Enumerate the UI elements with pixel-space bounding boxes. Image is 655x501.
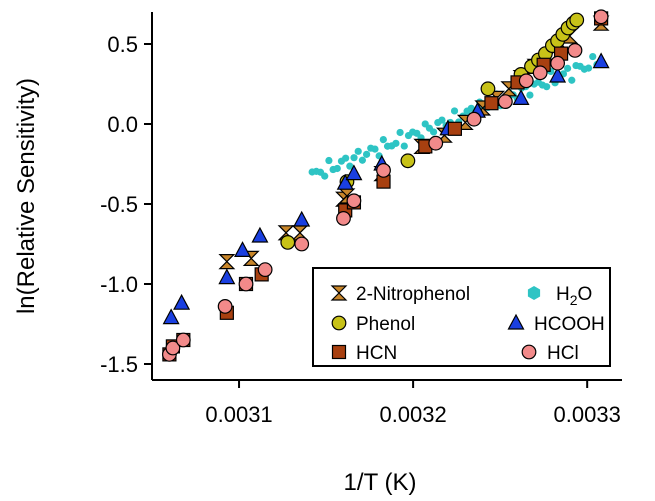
legend-marker-2-nitrophenol [330,285,348,301]
data-point [325,156,333,165]
data-point [376,162,391,178]
data-point [447,121,462,136]
data-point [333,164,341,173]
data-point [429,128,438,136]
data-point [162,308,180,325]
legend-label-phenol: Phenol [356,314,415,335]
data-point [293,210,311,227]
y-tick-label: 0.0 [107,112,138,137]
data-point [371,145,379,153]
legend-label-subscript: 2 [570,292,578,308]
data-point [342,154,350,162]
y-tick-label: -0.5 [100,192,138,217]
data-point [173,293,191,310]
y-tick-label: -1.0 [100,272,138,297]
data-point [592,52,610,69]
legend-box [312,267,611,367]
data-point [354,147,362,155]
data-point [280,234,296,250]
data-point [358,156,367,164]
data-point [497,94,513,109]
legend-marker-hcn [331,344,347,360]
plot-marks [162,9,610,362]
data-point [346,162,354,170]
data-point [350,154,358,162]
data-point [518,73,534,89]
data-point [532,65,548,81]
data-point [512,89,530,106]
data-point [467,104,475,112]
legend-label-suffix: O [578,284,593,305]
y-tick-label: 0.5 [107,32,138,57]
legend-label-hcl: HCl [547,343,579,364]
data-point [428,135,444,151]
legend-marker-h2o [527,286,541,300]
data-point [257,262,273,278]
data-point [589,52,597,61]
x-tick-label: 0.0032 [379,402,446,427]
legend-marker-hcl [521,344,537,360]
axes [151,12,622,381]
data-point [593,9,609,25]
data-point [238,276,254,292]
legend-marker-phenol [331,315,347,331]
data-point [396,128,404,137]
data-point [526,91,534,99]
data-point [568,76,576,84]
data-point [362,150,371,158]
legend-marker-hcooh [507,313,525,330]
legend-label-h2o: H2O [556,284,592,308]
data-point [175,332,191,348]
data-point [336,210,351,226]
data-point [584,64,593,72]
data-point [549,66,567,83]
legend-label-hcooh: HCOOH [534,314,605,335]
legend-label-main: H [556,284,570,305]
data-point [484,96,499,111]
data-point [392,139,400,147]
legend-label-hcn: HCN [356,343,397,364]
x-tick-label: 0.0033 [554,402,621,427]
data-point [294,236,310,252]
data-point [251,226,269,243]
data-point [543,83,551,91]
data-point [413,129,421,137]
data-point [400,142,408,150]
ticks: 0.5 0.0 -0.5 -1.0 -1.5 0.0031 0.0032 0.0033 [100,32,621,427]
data-point [379,136,387,144]
data-point [550,55,565,71]
x-tick-label: 0.0031 [205,402,272,427]
data-point [218,254,236,270]
series-hcooh [162,52,610,325]
series-hcl [162,9,609,362]
data-point [217,299,233,314]
data-point [569,12,585,28]
x-axis-label: 1/T (K) [344,469,417,496]
data-point [438,116,446,124]
y-axis-label: ln(Relative Sensitivity) [13,78,40,314]
legend-label-2-nitrophenol: 2-Nitrophenol [356,284,470,305]
data-point [345,164,363,181]
y-tick-label: -1.5 [100,352,138,377]
data-point [218,268,236,285]
data-point [336,173,354,190]
data-point [321,172,329,180]
data-point [450,107,459,115]
data-point [400,153,416,169]
data-point [165,340,181,356]
data-point [480,81,496,97]
data-point [346,193,362,209]
data-point [234,241,252,257]
data-point [466,111,482,127]
legend: 2-Nitrophenol H2O Phenol HCOOH HCN HCl [312,267,611,367]
data-point [567,43,583,58]
data-point [564,64,572,72]
